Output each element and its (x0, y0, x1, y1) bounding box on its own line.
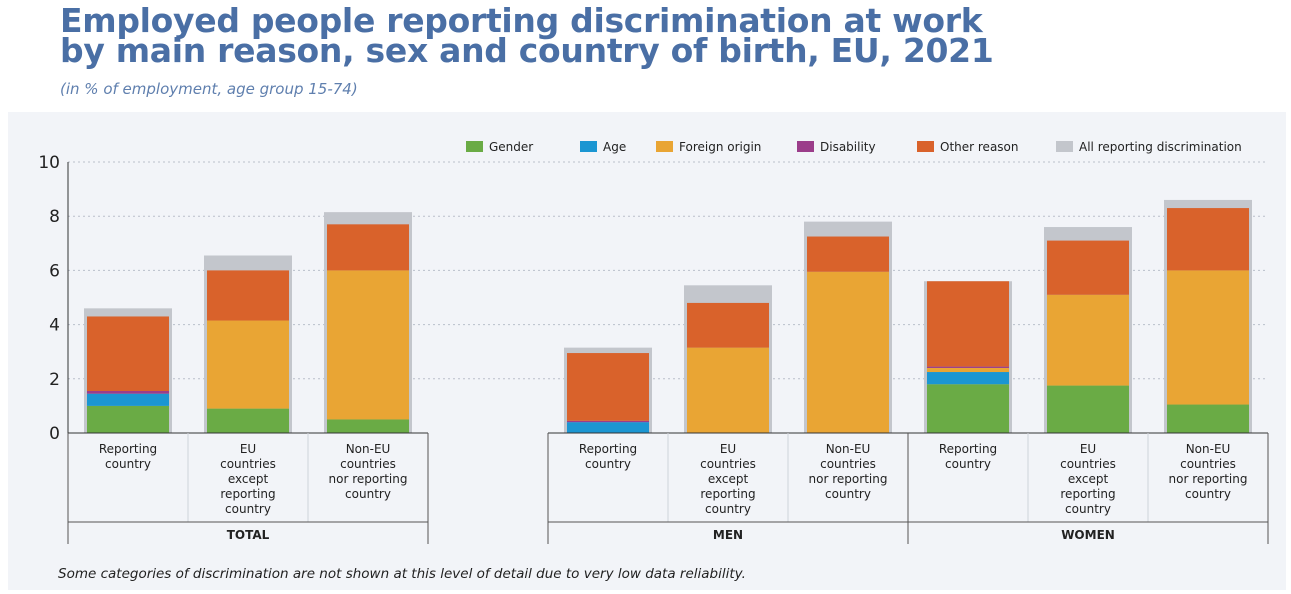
legend-swatch (797, 141, 814, 152)
x-category-label: Non-EU (1186, 442, 1231, 456)
y-tick-label: 10 (38, 153, 60, 173)
x-category-label: nor reporting (809, 472, 888, 486)
x-category-label: countries (820, 457, 876, 471)
bar-other-reason (1047, 240, 1129, 295)
legend-swatch (917, 141, 934, 152)
bar-age (87, 393, 169, 406)
bar-foreign-origin (207, 320, 289, 409)
x-category-label: country (825, 487, 871, 501)
x-category-label: country (585, 457, 631, 471)
bar-disability (87, 390, 169, 394)
y-tick-label: 2 (49, 370, 60, 390)
x-category-label: except (228, 472, 269, 486)
legend-label: Age (603, 140, 626, 154)
bar-other-reason (1167, 208, 1249, 271)
x-category-label: countries (220, 457, 276, 471)
group-label: WOMEN (1061, 528, 1115, 542)
bar-other-reason (927, 281, 1009, 367)
x-category-label: Non-EU (346, 442, 391, 456)
x-category-label: countries (700, 457, 756, 471)
bar-foreign-origin (687, 347, 769, 433)
x-category-label: countries (1060, 457, 1116, 471)
bar-other-reason (327, 224, 409, 271)
bar-gender (1047, 385, 1129, 433)
bar-gender (87, 405, 169, 433)
bar-other-reason (567, 353, 649, 421)
y-tick-label: 6 (49, 261, 60, 281)
x-category-label: country (705, 502, 751, 516)
title-line-1: Employed people reporting discrimination… (60, 1, 983, 40)
bar-disability (567, 420, 649, 423)
bar-gender (1167, 404, 1249, 433)
x-category-label: EU (240, 442, 256, 456)
x-category-label: country (105, 457, 151, 471)
y-tick-label: 4 (49, 316, 60, 336)
x-category-label: Reporting (579, 442, 637, 456)
x-category-label: country (225, 502, 271, 516)
x-category-label: reporting (700, 487, 755, 501)
x-category-label: country (945, 457, 991, 471)
legend-label: Disability (820, 140, 876, 154)
group-label: TOTAL (227, 528, 270, 542)
bar-foreign-origin (1047, 294, 1129, 386)
legend-label: All reporting discrimination (1079, 140, 1242, 154)
x-category-label: countries (340, 457, 396, 471)
chart-title: Employed people reporting discrimination… (60, 4, 994, 67)
x-category-label: EU (1080, 442, 1096, 456)
bar-other-reason (87, 316, 169, 391)
bar-gender (207, 408, 289, 433)
x-category-label: nor reporting (1169, 472, 1248, 486)
x-category-label: Reporting (99, 442, 157, 456)
x-category-label: reporting (220, 487, 275, 501)
x-category-label: country (1065, 502, 1111, 516)
y-tick-label: 0 (49, 424, 60, 444)
chart-subtitle: (in % of employment, age group 15-74) (60, 80, 358, 98)
title-line-2: by main reason, sex and country of birth… (60, 31, 994, 70)
x-category-label: nor reporting (329, 472, 408, 486)
bar-gender (327, 419, 409, 433)
x-category-label: except (1068, 472, 1109, 486)
bar-disability (927, 366, 1009, 368)
x-category-label: Non-EU (826, 442, 871, 456)
bar-foreign-origin (807, 271, 889, 433)
legend-swatch (466, 141, 483, 152)
footnote: Some categories of discrimination are no… (58, 566, 746, 582)
x-category-label: EU (720, 442, 736, 456)
bar-other-reason (207, 270, 289, 321)
x-category-label: reporting (1060, 487, 1115, 501)
bar-other-reason (807, 236, 889, 272)
bar-foreign-origin (1167, 270, 1249, 405)
bar-age (927, 372, 1009, 385)
x-category-label: country (1185, 487, 1231, 501)
legend-swatch (1056, 141, 1073, 152)
bar-age (567, 422, 649, 433)
legend-label: Foreign origin (679, 140, 761, 154)
legend-swatch (656, 141, 673, 152)
x-category-label: country (345, 487, 391, 501)
legend-label: Other reason (940, 140, 1019, 154)
bar-other-reason (687, 302, 769, 348)
x-category-label: Reporting (939, 442, 997, 456)
legend-label: Gender (489, 140, 533, 154)
bar-gender (927, 384, 1009, 433)
group-label: MEN (713, 528, 743, 542)
y-tick-label: 8 (49, 207, 60, 227)
bar-foreign-origin (927, 367, 1009, 373)
legend-swatch (580, 141, 597, 152)
x-category-label: countries (1180, 457, 1236, 471)
bar-foreign-origin (327, 270, 409, 420)
x-category-label: except (708, 472, 749, 486)
